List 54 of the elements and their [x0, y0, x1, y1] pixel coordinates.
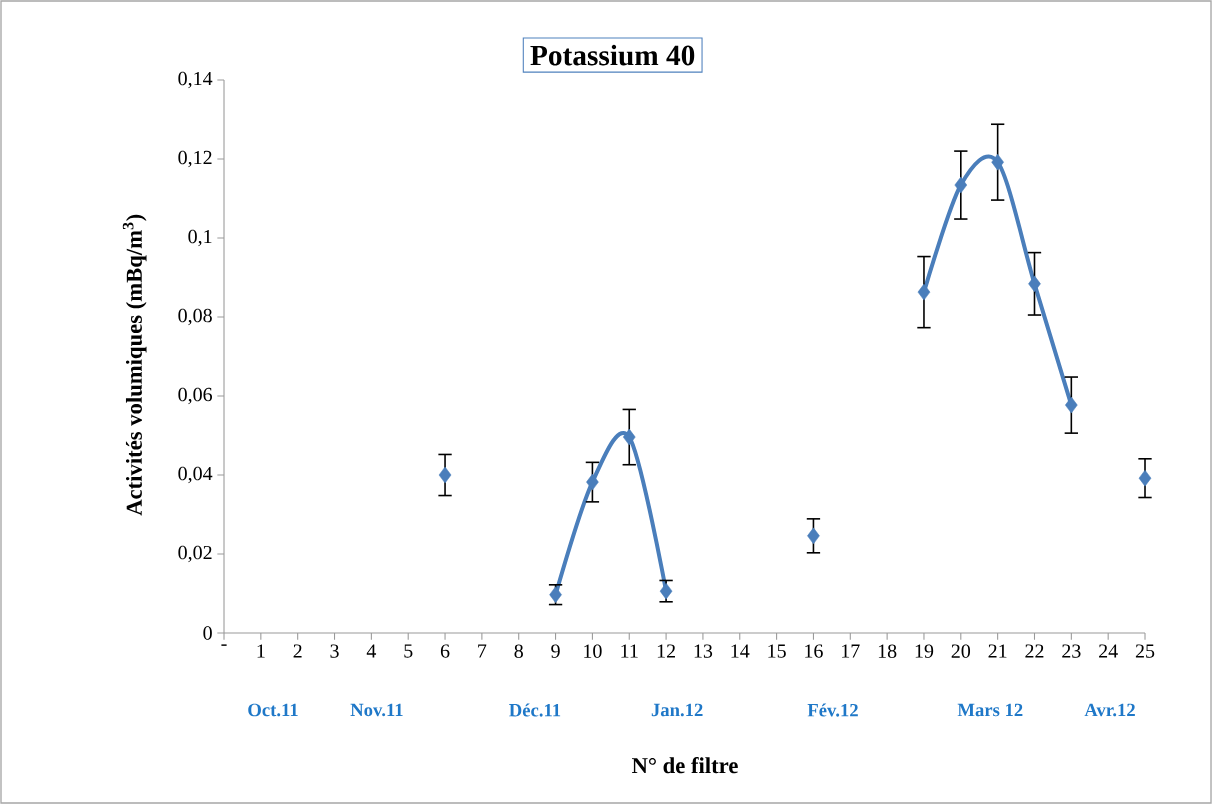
y-tick-label: 0,08 — [178, 308, 212, 326]
x-tick-label: 10 — [584, 644, 602, 658]
x-tick-label: 2 — [293, 644, 302, 658]
x-tick-label: 4 — [366, 644, 377, 658]
y-axis-title: Activités volumiques (mBq/m$^{3}$) — [122, 214, 147, 516]
point — [1138, 469, 1152, 487]
x-tick-label: 15 — [768, 644, 786, 658]
text: Mars 12 — [957, 703, 1023, 717]
y-tick-label: 0,14 — [178, 71, 213, 89]
point — [586, 473, 599, 491]
x-tick-label: 25 — [1135, 644, 1155, 658]
x-tick-label: 6 — [440, 644, 450, 658]
x-tick-label: 1 — [257, 644, 265, 658]
point — [954, 176, 968, 194]
text: Avr.12 — [1084, 703, 1135, 717]
x-tick-label: 22 — [1025, 644, 1044, 658]
x-axis-title: N° de filtre — [631, 757, 738, 774]
x-tick-label: 18 — [878, 644, 897, 658]
x-tick-label: 12 — [657, 644, 675, 658]
x-tick-label: 13 — [694, 644, 713, 658]
y-tick-label: 0,02 — [178, 545, 212, 563]
point — [807, 527, 820, 545]
x-tick-label: 17 — [842, 644, 860, 658]
x-tick-label: 7 — [478, 644, 487, 658]
x-tick-label: 16 — [805, 644, 823, 658]
x-tick-label: 5 — [404, 644, 413, 658]
text: Jan.12 — [651, 703, 703, 717]
x-tick-label: - — [221, 644, 227, 646]
text: Nov.11 — [350, 703, 403, 717]
y-tick-label: 0,12 — [178, 150, 212, 168]
point — [1028, 275, 1041, 293]
point — [622, 428, 636, 446]
y-tick-label: 0,04 — [178, 466, 213, 484]
x-tick-label: 24 — [1099, 644, 1118, 658]
x-tick-label: 11 — [621, 644, 638, 658]
y-tick-label: 0,1 — [188, 229, 212, 247]
text: Oct.11 — [248, 703, 298, 717]
point — [917, 283, 931, 301]
x-tick-label: 3 — [330, 644, 339, 658]
point — [1065, 396, 1078, 414]
x-tick-label: 8 — [514, 644, 523, 658]
text: Fév.12 — [807, 703, 858, 717]
x-tick-label: 23 — [1062, 644, 1081, 658]
x-tick-label: 19 — [915, 644, 934, 658]
point — [438, 466, 452, 484]
x-tick-label: 9 — [551, 644, 560, 658]
x-tick-label: 21 — [988, 644, 1007, 658]
x-tick-label: 20 — [951, 644, 971, 658]
point — [991, 153, 1004, 171]
chart-title: Potassium 40 — [530, 44, 695, 66]
text: Déc.11 — [509, 703, 561, 717]
y-tick-label: 0,06 — [178, 387, 213, 405]
y-tick-label: 0 — [203, 626, 212, 640]
x-tick-label: 14 — [731, 644, 750, 658]
